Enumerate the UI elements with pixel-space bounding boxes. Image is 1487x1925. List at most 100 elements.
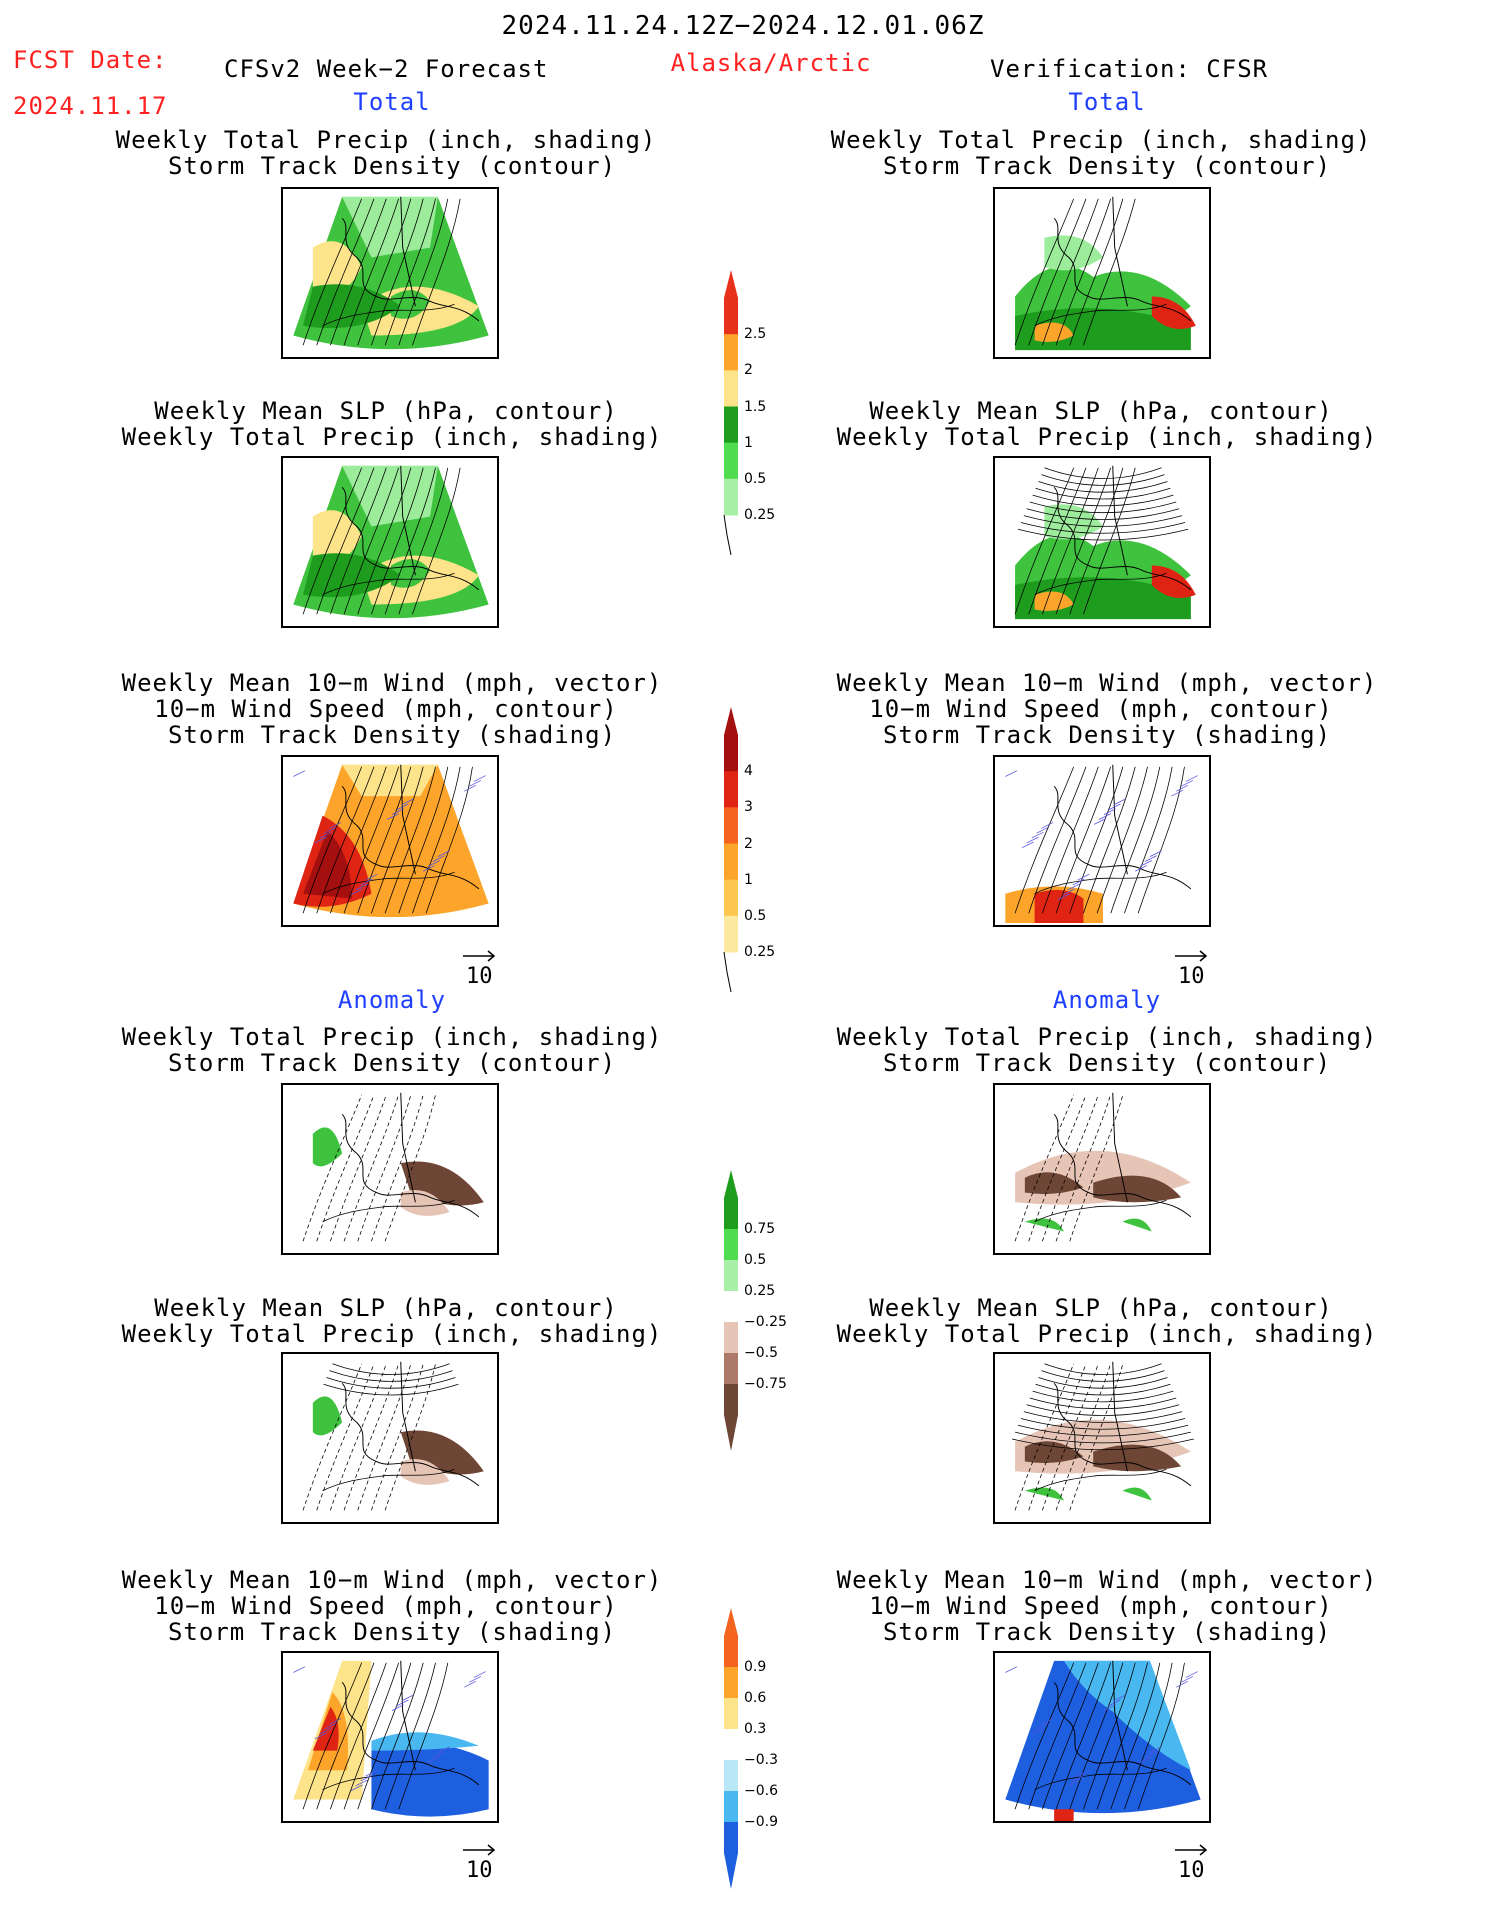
contour-line — [1020, 1418, 1186, 1430]
title-r5-b: Weekly Total Precip (inch, shading) — [836, 1320, 1378, 1348]
map-forecast-slp-anom — [281, 1352, 499, 1524]
contour-line — [329, 1370, 453, 1382]
contour-line — [1137, 766, 1185, 914]
title-r1-b: Storm Track Density (contour) — [882, 152, 1332, 180]
wind-vector — [1036, 826, 1049, 834]
wind-vector — [324, 1722, 337, 1730]
title-l1-b: Storm Track Density (contour) — [167, 152, 617, 180]
contour-line — [398, 198, 449, 346]
wind-vector — [401, 1694, 414, 1702]
border-line — [1112, 764, 1128, 875]
colorbar-segment — [724, 1760, 738, 1792]
wind-vector — [1185, 775, 1198, 782]
map-shape — [400, 1190, 450, 1216]
contour-line — [1028, 766, 1087, 914]
map-shape — [1122, 1218, 1152, 1232]
coastline — [1053, 1113, 1192, 1218]
wind-vector — [355, 1779, 368, 1787]
colorbar-segment — [724, 1198, 738, 1230]
contour-line — [1014, 1094, 1075, 1242]
wind-vector — [1176, 1680, 1189, 1688]
colorbar-graphic — [724, 1608, 738, 1889]
map-graphic — [293, 196, 489, 350]
wind-vector — [1067, 1779, 1080, 1787]
contour-line — [384, 467, 436, 615]
colorbar-segment — [724, 843, 738, 881]
aleutian-coast — [1034, 303, 1167, 327]
map-shape — [1151, 296, 1196, 329]
title-r3-b: 10−m Wind Speed (mph, contour) — [869, 695, 1333, 723]
contour-line — [1083, 1662, 1136, 1810]
contour-line — [323, 1383, 459, 1396]
aleutian-coast — [322, 572, 455, 596]
wind-vector — [468, 780, 482, 787]
map-shape — [371, 1742, 489, 1817]
title-r2-a: Weekly Mean SLP (hPa, contour) — [869, 397, 1333, 425]
contour-line — [1069, 1363, 1124, 1511]
contour-line — [1055, 198, 1111, 346]
contour-line — [1035, 1383, 1171, 1396]
map-shape — [1024, 1218, 1064, 1232]
map-shape — [1151, 565, 1196, 598]
wind-vector — [1149, 850, 1162, 857]
border-line — [1112, 465, 1128, 576]
contour-line — [1029, 1397, 1177, 1410]
coastline — [1053, 785, 1192, 890]
title-l6-c: Storm Track Density (shading) — [167, 1618, 617, 1646]
map-shape — [342, 764, 438, 797]
contour-line — [357, 766, 412, 914]
border-line — [400, 1361, 416, 1472]
coastline — [341, 1113, 480, 1218]
contour-line — [1014, 1431, 1191, 1444]
wind-vector — [350, 888, 363, 896]
vector-arrow-icon — [463, 1844, 496, 1856]
contour-line — [1044, 1363, 1162, 1375]
aleutian-coast — [1034, 1468, 1167, 1492]
wind-vector — [423, 865, 436, 872]
colorbar-segment — [724, 1322, 738, 1354]
contour-line — [371, 198, 424, 346]
map-verif-slp-total — [993, 456, 1211, 628]
contour-line — [371, 1662, 424, 1810]
map-shape — [1093, 1444, 1182, 1472]
wind-vector — [360, 1774, 373, 1782]
contour-line — [357, 198, 412, 346]
wind-vector — [1144, 1751, 1157, 1758]
map-graphic — [1005, 1660, 1201, 1821]
section-total-right: Total — [1068, 88, 1146, 116]
title-r5-a: Weekly Mean SLP (hPa, contour) — [869, 1294, 1333, 1322]
wind-vector — [1041, 822, 1054, 829]
wind-vector — [437, 850, 450, 857]
aleutian-coast — [322, 1468, 455, 1492]
contour-line — [1028, 1662, 1087, 1810]
contour-line — [316, 467, 375, 615]
colorbar-segment — [724, 334, 738, 371]
contour-line — [330, 766, 387, 914]
map-shape — [400, 1459, 450, 1485]
title-l2-b: Weekly Total Precip (inch, shading) — [121, 423, 663, 451]
vector-ref-label: 10 — [466, 1858, 493, 1883]
contour-line — [384, 198, 436, 346]
colorbar-bottom-arrow — [724, 1853, 738, 1889]
contour-line — [330, 1363, 387, 1511]
verification-title: Verification: CFSR — [990, 55, 1269, 83]
date-range-title: 2024.11.24.12Z−2024.12.01.06Z — [501, 11, 985, 41]
contour-line — [1055, 766, 1111, 914]
wind-vector — [1103, 1704, 1116, 1711]
colorbar-top-arrow — [724, 707, 738, 735]
colorbar-graphic — [723, 707, 738, 992]
map-graphic — [1005, 465, 1201, 620]
vector-ref-r6: 10 — [1172, 1842, 1212, 1883]
colorbar-storm-total: 4 3 2 1 0.5 0.25 — [723, 707, 775, 992]
map-shape — [342, 196, 438, 258]
wind-vector — [365, 873, 378, 881]
contour-line — [1014, 198, 1075, 346]
contour-line — [412, 467, 461, 615]
map-shape — [303, 830, 352, 899]
coastline — [1053, 1681, 1192, 1786]
border-line — [1112, 1660, 1128, 1771]
contour-line — [1026, 1404, 1180, 1416]
contour-line — [330, 198, 387, 346]
wind-vector — [473, 1671, 486, 1678]
contour-line — [1026, 508, 1180, 520]
